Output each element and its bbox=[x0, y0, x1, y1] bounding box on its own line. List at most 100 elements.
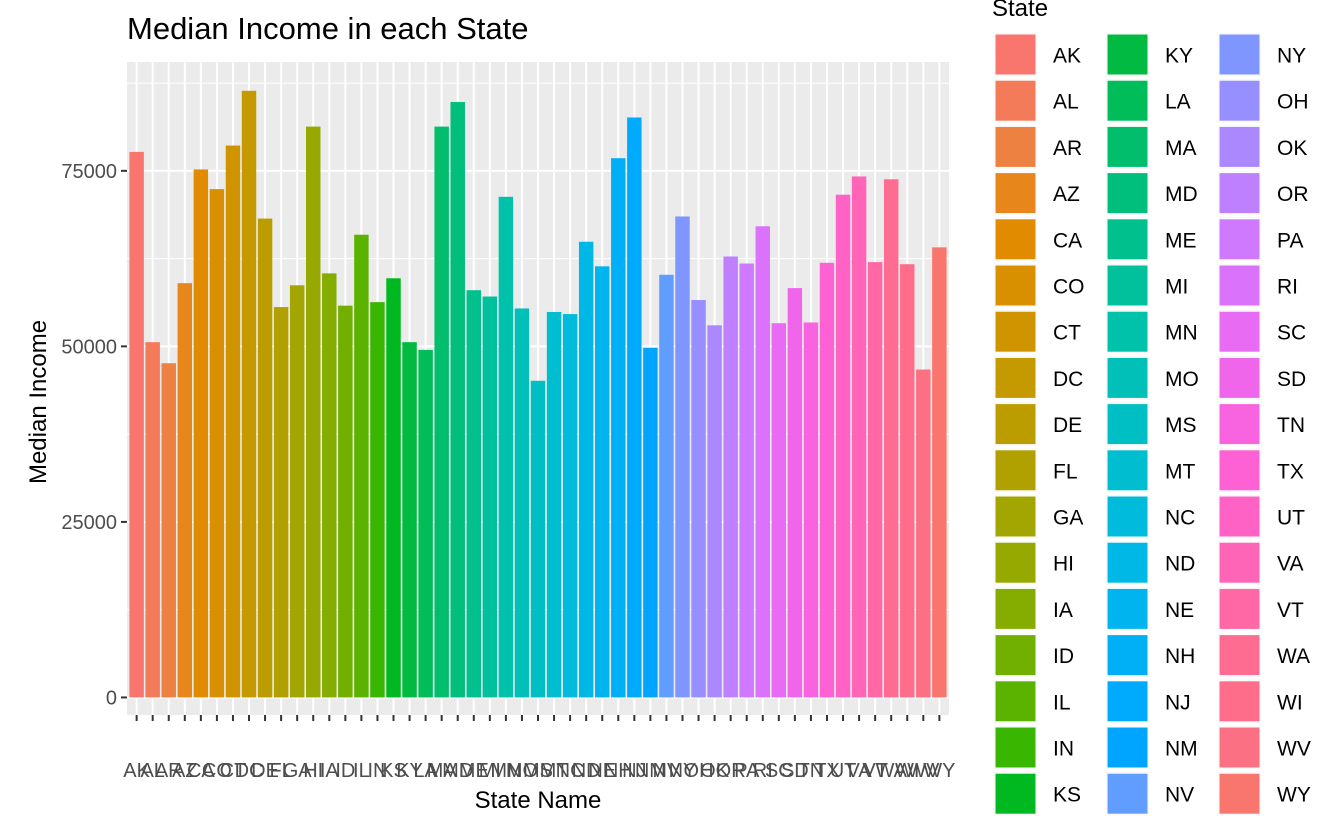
bar-ut bbox=[835, 194, 851, 698]
legend-swatch bbox=[1218, 772, 1261, 815]
legend-label: TX bbox=[1277, 460, 1304, 483]
bar-de bbox=[257, 218, 273, 698]
legend-label: MN bbox=[1165, 322, 1198, 345]
legend: AK AL AR AZ CA CO CT DC DE FL GA HI IA ID IL IN KS KY LA MA… bbox=[994, 33, 1311, 816]
bar-me bbox=[466, 290, 482, 698]
legend-item-hi: HI bbox=[994, 541, 1074, 585]
bar-ct bbox=[225, 145, 241, 698]
legend-item-id: ID bbox=[994, 633, 1074, 677]
legend-item-pa: PA bbox=[1218, 217, 1303, 261]
legend-swatch bbox=[994, 172, 1037, 215]
legend-item-mi: MI bbox=[1106, 264, 1188, 307]
legend-swatch bbox=[1106, 726, 1149, 769]
legend-label: CT bbox=[1053, 322, 1081, 345]
legend-label: MD bbox=[1165, 183, 1198, 206]
legend-swatch bbox=[994, 449, 1037, 492]
bar-ny bbox=[675, 216, 690, 698]
x-tick-label: AR bbox=[155, 760, 183, 782]
bar-nm bbox=[643, 347, 658, 698]
x-tick-label: OH bbox=[684, 760, 714, 782]
legend-item-fl: FL bbox=[994, 448, 1078, 492]
bar-nj bbox=[627, 117, 642, 698]
y-tick-label: 50000 bbox=[61, 336, 117, 358]
legend-swatch bbox=[1218, 218, 1261, 261]
legend-swatch bbox=[994, 79, 1037, 122]
x-tick-label: MT bbox=[540, 760, 569, 782]
x-tick-label: NV bbox=[653, 760, 681, 782]
x-tick-label: WA bbox=[875, 760, 907, 782]
x-tick-label: IL bbox=[353, 760, 370, 782]
legend-swatch bbox=[994, 634, 1037, 677]
legend-swatch bbox=[1218, 587, 1261, 630]
bar-mt bbox=[546, 311, 562, 698]
x-axis-title: State Name bbox=[475, 787, 602, 814]
x-tick-label: AZ bbox=[172, 760, 198, 782]
x-tick-label: VA bbox=[846, 760, 872, 782]
legend-label: NV bbox=[1165, 784, 1194, 807]
legend-label: DE bbox=[1053, 414, 1082, 437]
legend-label: NY bbox=[1277, 45, 1306, 68]
legend-item-wi: WI bbox=[1218, 679, 1303, 723]
bar-ks bbox=[386, 278, 401, 698]
chart-title: Median Income in each State bbox=[127, 11, 529, 46]
legend-label: MI bbox=[1165, 276, 1188, 299]
legend-swatch bbox=[1218, 125, 1261, 168]
legend-item-az: AZ bbox=[994, 171, 1080, 215]
x-tick-label: ME bbox=[459, 760, 489, 782]
bar-nh bbox=[611, 158, 626, 698]
bar-va bbox=[851, 176, 867, 698]
x-tick-label: NJ bbox=[622, 760, 646, 782]
x-tick-label: NH bbox=[604, 760, 633, 782]
bar-il bbox=[354, 234, 369, 698]
legend-label: IN bbox=[1053, 738, 1074, 761]
x-tick-label: CA bbox=[187, 760, 215, 782]
legend-swatch bbox=[1106, 33, 1149, 76]
legend-label: VA bbox=[1277, 553, 1303, 576]
legend-item-ar: AR bbox=[994, 125, 1082, 169]
legend-swatch bbox=[994, 218, 1037, 261]
bar-fl bbox=[273, 307, 289, 698]
bar-vt bbox=[867, 262, 883, 698]
legend-title: State bbox=[992, 0, 1048, 22]
x-tick-label: LA bbox=[413, 760, 438, 782]
legend-label: CO bbox=[1053, 276, 1085, 299]
legend-label: HI bbox=[1053, 553, 1074, 576]
bar-md bbox=[450, 102, 465, 698]
legend-item-de: DE bbox=[994, 402, 1082, 446]
x-tick-label: KS bbox=[380, 760, 407, 782]
legend-item-vt: VT bbox=[1218, 587, 1304, 631]
legend-item-ut: UT bbox=[1218, 495, 1305, 538]
legend-label: NE bbox=[1165, 599, 1194, 622]
legend-item-ky: KY bbox=[1106, 33, 1193, 76]
x-tick-label: UT bbox=[830, 760, 857, 782]
legend-swatch bbox=[994, 125, 1037, 168]
legend-label: NC bbox=[1165, 507, 1195, 530]
x-tick-label: TX bbox=[814, 760, 840, 782]
legend-swatch bbox=[1218, 495, 1261, 538]
y-axis-title: Median Income bbox=[25, 320, 52, 484]
x-tick-label: NY bbox=[669, 760, 697, 782]
legend-swatch bbox=[994, 403, 1037, 446]
x-tick-label: GA bbox=[283, 760, 313, 782]
legend-item-ms: MS bbox=[1106, 402, 1197, 446]
x-tick-label: NC bbox=[556, 760, 585, 782]
x-tick-label: ID bbox=[335, 760, 355, 782]
legend-swatch bbox=[1106, 172, 1149, 215]
legend-item-wy: WY bbox=[1218, 772, 1311, 816]
legend-item-md: MD bbox=[1106, 171, 1198, 215]
legend-swatch bbox=[1106, 356, 1149, 399]
legend-swatch bbox=[1218, 726, 1261, 769]
legend-item-ny: NY bbox=[1218, 33, 1306, 76]
bar-tn bbox=[803, 322, 819, 698]
x-tick-label: MD bbox=[442, 760, 473, 782]
legend-item-ne: NE bbox=[1106, 587, 1194, 631]
legend-item-il: IL bbox=[994, 679, 1071, 723]
x-tick-label: CO bbox=[202, 760, 232, 782]
x-tick-label: DE bbox=[251, 760, 279, 782]
legend-item-ct: CT bbox=[994, 310, 1081, 354]
bar-ok bbox=[707, 325, 722, 698]
x-tick-label: SD bbox=[781, 760, 809, 782]
legend-label: WV bbox=[1277, 738, 1311, 761]
legend-item-ca: CA bbox=[994, 217, 1082, 261]
